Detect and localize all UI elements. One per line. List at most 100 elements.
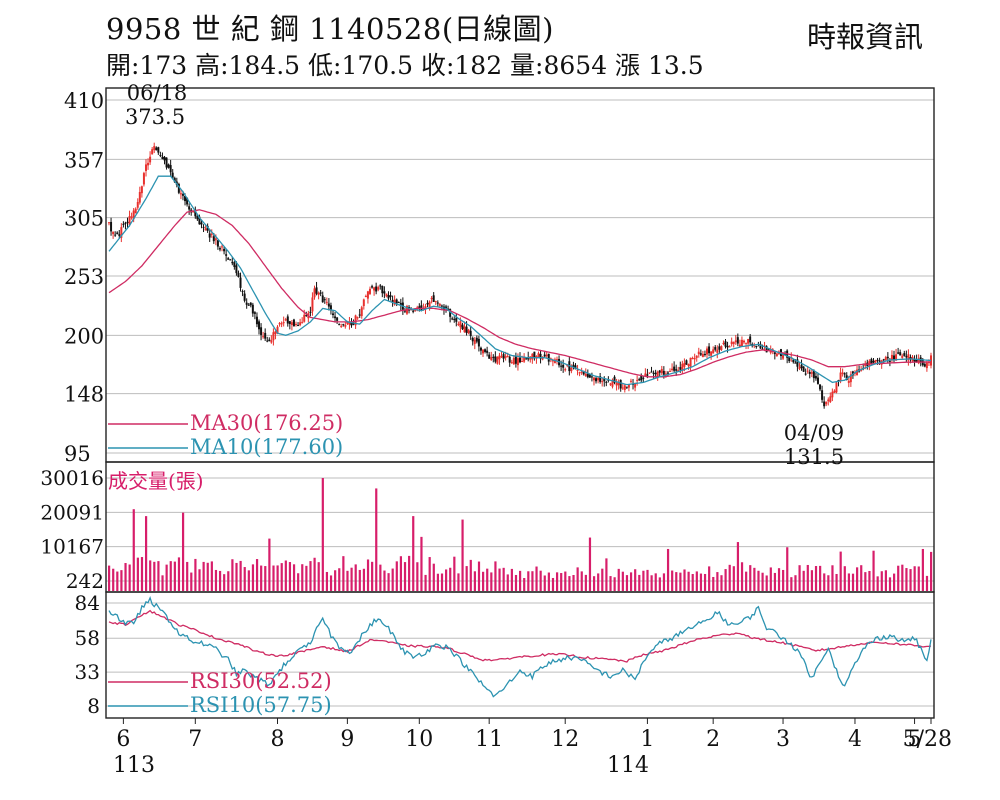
- candle-body: [490, 356, 493, 360]
- legend-rsi10: RSI10(57.75): [190, 693, 332, 717]
- candle-body: [395, 299, 398, 304]
- price-y-tick: 410: [64, 89, 104, 113]
- candle-body: [477, 338, 480, 347]
- candle-body: [418, 306, 421, 308]
- candle-body: [171, 172, 174, 178]
- volume-bar: [128, 564, 131, 591]
- candle-body: [486, 350, 489, 353]
- candle-body: [833, 390, 836, 393]
- candle-body: [169, 165, 172, 173]
- volume-bar: [412, 516, 415, 591]
- volume-bar: [494, 561, 497, 591]
- volume-bar: [642, 570, 645, 591]
- candle-body: [432, 295, 435, 302]
- volume-bar: [650, 575, 653, 591]
- candle-body: [710, 351, 713, 356]
- volume-bar: [831, 565, 834, 591]
- candle-body: [194, 209, 197, 217]
- x-tick-label: 6: [116, 727, 130, 752]
- ma30-line: [108, 209, 932, 378]
- volume-bar: [280, 563, 283, 591]
- candle-body: [673, 366, 676, 371]
- volume-bar: [823, 573, 826, 591]
- candle-body: [336, 317, 339, 321]
- candle-body: [206, 225, 209, 231]
- candle-body: [482, 349, 485, 354]
- candle-body: [179, 193, 182, 195]
- candle-body: [167, 164, 170, 168]
- candle-body: [605, 381, 608, 383]
- candle-body: [305, 315, 308, 317]
- candle-body: [664, 373, 667, 375]
- candle-body: [582, 370, 585, 375]
- volume-bar: [864, 572, 867, 591]
- candle-body: [218, 248, 221, 250]
- rsi-panel: [105, 591, 935, 719]
- candle-body: [173, 177, 176, 183]
- price-y-tick: 357: [64, 148, 104, 172]
- volume-bar: [802, 570, 805, 591]
- candle-body: [899, 352, 902, 356]
- volume-bar: [169, 561, 172, 591]
- candle-body: [903, 353, 906, 356]
- volume-bar: [214, 569, 218, 591]
- candle-body: [607, 379, 610, 381]
- candle-body: [613, 376, 616, 383]
- volume-bar: [358, 569, 361, 591]
- candle-body: [658, 370, 661, 373]
- volume-bar: [313, 557, 316, 591]
- volume-bar: [905, 568, 908, 591]
- volume-bar: [153, 561, 156, 591]
- volume-bar: [716, 572, 719, 591]
- volume-bar: [223, 574, 226, 591]
- candle-body: [652, 372, 655, 374]
- volume-bar: [856, 567, 859, 591]
- volume-bar: [884, 570, 887, 591]
- candle-body: [227, 258, 230, 260]
- candle-body: [609, 383, 612, 385]
- candle-body: [436, 302, 439, 304]
- candle-body: [108, 222, 110, 224]
- candle-body: [603, 379, 606, 382]
- volume-bar: [514, 574, 518, 591]
- candle-body: [695, 355, 698, 358]
- high-date-annotation: 06/18: [127, 81, 188, 105]
- volume-bar: [403, 562, 407, 591]
- candle-body: [379, 285, 382, 287]
- candle-body: [564, 369, 567, 371]
- candle-body: [759, 343, 762, 349]
- ma10-line: [108, 175, 932, 386]
- volume-bar: [305, 565, 308, 591]
- volume-bar: [235, 562, 238, 591]
- candle-body: [459, 321, 462, 328]
- candle-body: [890, 354, 893, 361]
- candle-body: [572, 364, 575, 367]
- volume-bar: [868, 570, 871, 591]
- candle-body: [368, 288, 371, 294]
- candle-body: [825, 401, 828, 405]
- candle-body: [923, 364, 926, 367]
- candle-body: [488, 354, 491, 359]
- candle-body: [687, 364, 690, 366]
- volume-bar: [338, 568, 341, 591]
- candle-body: [555, 359, 558, 361]
- candle-body: [140, 186, 143, 194]
- candle-body: [804, 373, 807, 375]
- candle-body: [504, 356, 507, 358]
- candle-body: [913, 358, 916, 362]
- candle-body: [311, 297, 314, 312]
- volume-bar: [547, 572, 550, 591]
- volume-bar: [449, 567, 452, 591]
- x-tick-label: 5: [908, 727, 922, 752]
- volume-bar: [687, 571, 690, 591]
- candle-body: [428, 301, 431, 308]
- volume-bar: [502, 567, 505, 591]
- candle-body: [202, 226, 205, 228]
- candle-body: [399, 302, 402, 306]
- volume-bar: [523, 578, 526, 591]
- volume-bar: [227, 571, 230, 591]
- volume-bar: [255, 559, 259, 591]
- candle-body: [510, 361, 513, 363]
- candle-body: [114, 234, 117, 236]
- candle-body: [782, 352, 785, 359]
